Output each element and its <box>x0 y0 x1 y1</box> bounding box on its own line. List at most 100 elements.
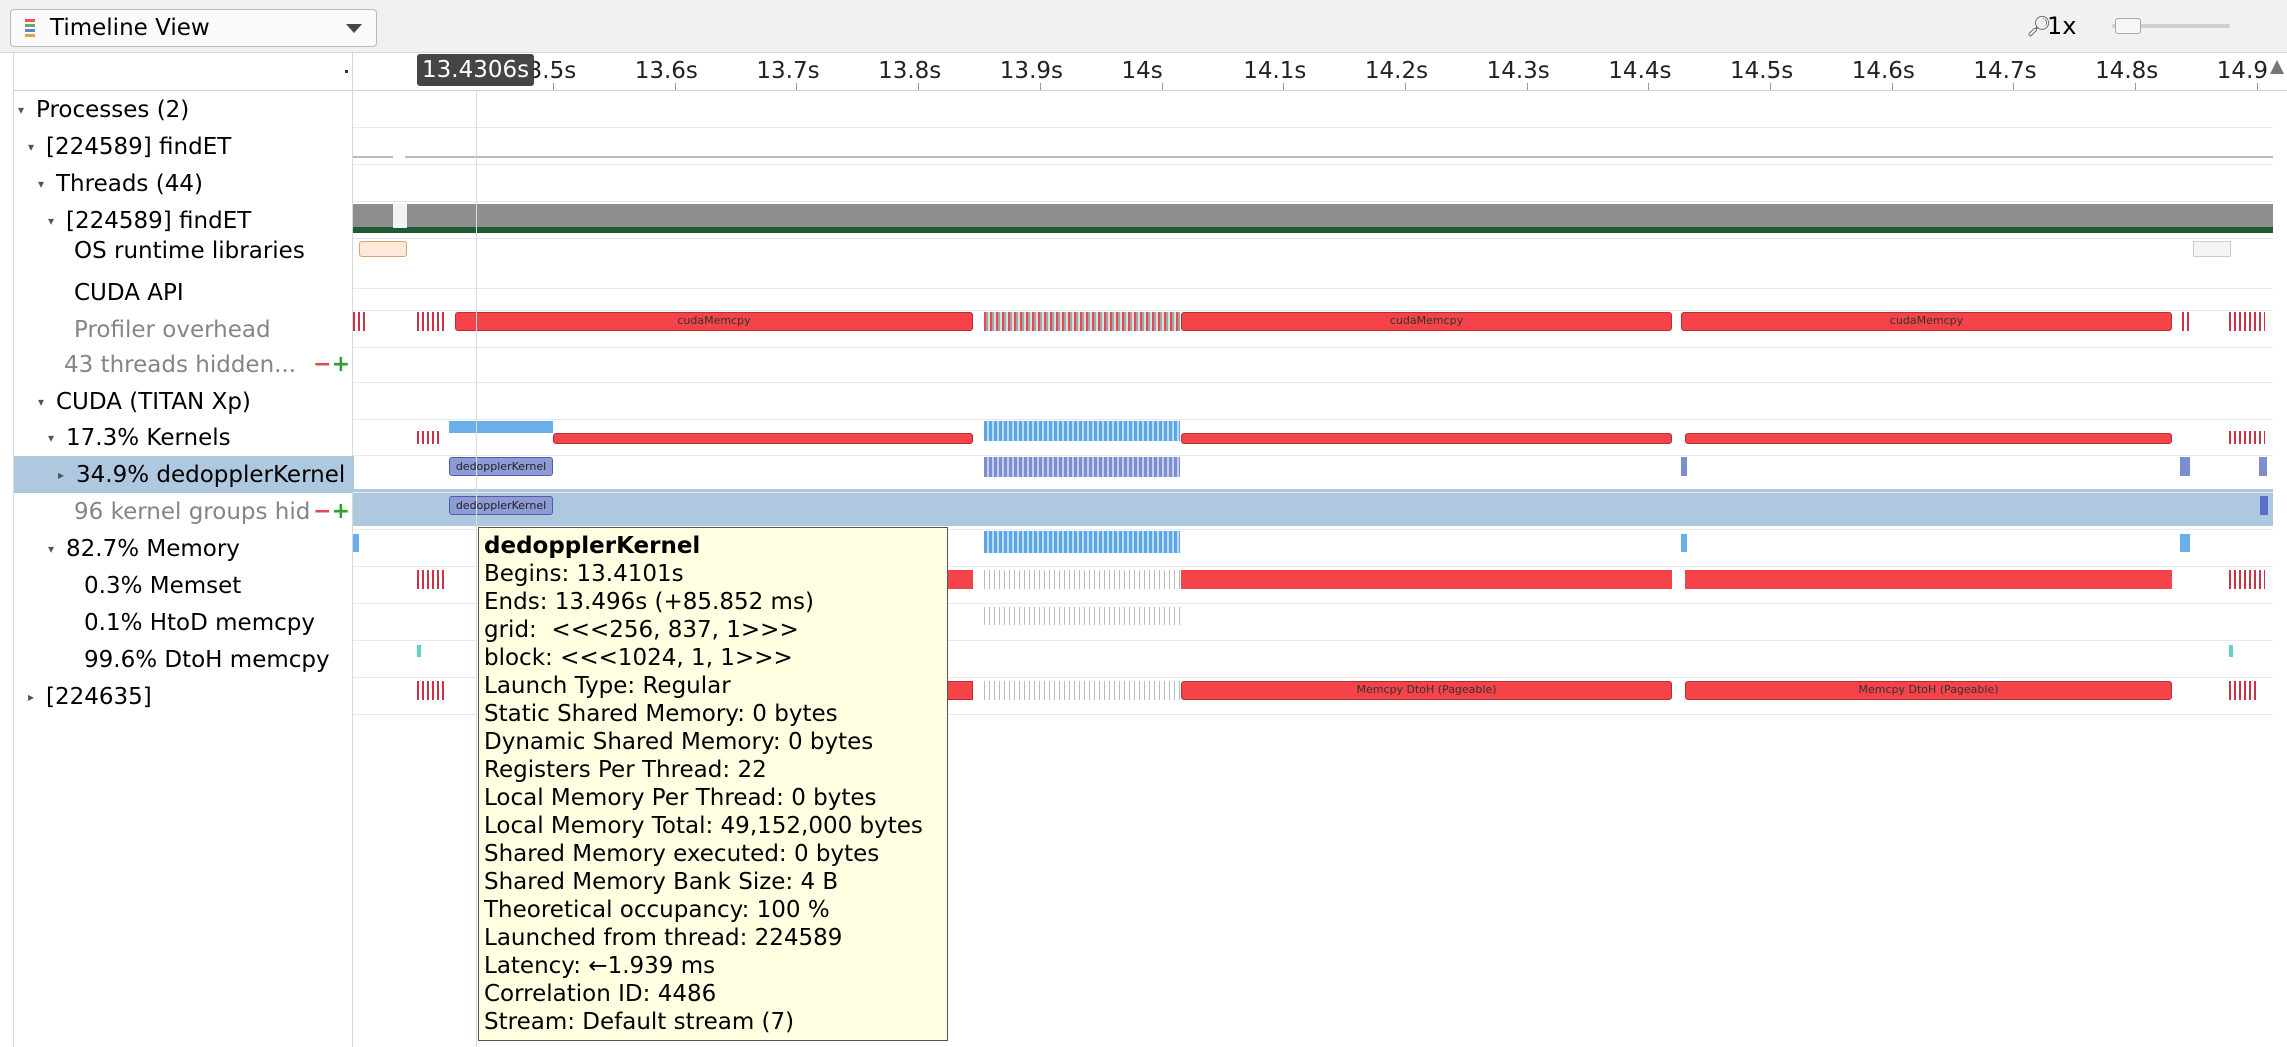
plus-icon[interactable]: + <box>331 352 350 377</box>
tree-row[interactable]: CUDA API <box>14 274 354 311</box>
timeline-canvas[interactable]: cudaMemcpy cudaMemcpy cudaMemcpy dedoppl… <box>353 91 2273 1047</box>
tooltip-line: Theoretical occupancy: 100 % <box>484 897 830 923</box>
tooltip-line: block: <<<1024, 1, 1>>> <box>484 645 793 671</box>
lane-separator <box>353 347 2273 348</box>
lane-separator <box>353 566 2273 567</box>
kernel-marker[interactable] <box>2180 457 2190 476</box>
lane-separator <box>353 238 2273 239</box>
expand-toggle-open-icon[interactable]: ▾ <box>27 139 35 154</box>
tooltip-line: Correlation ID: 4486 <box>484 981 717 1007</box>
cursor-time-label: 13.4306s <box>417 54 535 86</box>
cuda-memcpy-call[interactable]: cudaMemcpy <box>1181 312 1672 331</box>
memory-ops <box>2229 570 2265 589</box>
kernel-marker[interactable] <box>2259 457 2267 476</box>
cuda-memcpy-call[interactable]: cudaMemcpy <box>1681 312 2172 331</box>
dtoh-memcpy-pageable[interactable]: Memcpy DtoH (Pageable) <box>1181 681 1672 700</box>
tree-row[interactable]: ▾ Threads (44) <box>14 165 354 202</box>
dedoppler-kernel[interactable]: dedopplerKernel <box>449 457 553 476</box>
cuda-api-calls[interactable] <box>2229 312 2265 331</box>
minus-icon[interactable]: − <box>313 499 332 524</box>
tooltip-title: dedopplerKernel <box>484 533 701 559</box>
expand-toggle-open-icon[interactable]: ▾ <box>37 394 45 409</box>
htod-memcpy[interactable] <box>417 645 421 657</box>
dtoh-memcpy-pageable[interactable]: Memcpy DtoH (Pageable) <box>1685 681 2172 700</box>
ruler-tick-label: 14.7s <box>1973 58 2037 84</box>
tree-row[interactable]: ▾ [224589] findET <box>14 128 354 165</box>
tree-row[interactable]: 0.1% HtoD memcpy <box>14 604 354 641</box>
ruler-tick-label: 13.7s <box>756 58 820 84</box>
dedoppler-kernel-selected[interactable]: dedopplerKernel <box>449 496 553 515</box>
ruler-tick-mark <box>796 83 798 90</box>
os-runtime-call[interactable] <box>2193 241 2231 257</box>
expand-toggle-open-icon[interactable]: ▾ <box>47 430 55 445</box>
os-runtime-call[interactable] <box>359 241 407 257</box>
show-hide-toggle[interactable]: −+ <box>313 499 350 524</box>
expand-toggle-closed-icon[interactable]: ▸ <box>27 689 35 704</box>
gpu-compute-usage <box>984 421 1180 441</box>
header-dot-icon <box>345 70 348 73</box>
tree-row-label: 0.1% HtoD memcpy <box>84 609 315 636</box>
tree-row-label: 43 threads hidden... <box>64 351 297 378</box>
tree-row-label: 82.7% Memory <box>66 535 240 562</box>
cuda-api-calls[interactable] <box>2182 312 2192 331</box>
tooltip-details: Begins: 13.4101s Ends: 13.496s (+85.852 m… <box>484 560 942 1036</box>
tree-row[interactable]: ▾ CUDA (TITAN Xp) <box>14 383 354 420</box>
expand-toggle-open-icon[interactable]: ▾ <box>47 541 55 556</box>
lane-separator <box>353 127 2273 128</box>
ruler-tick-mark <box>1161 83 1163 90</box>
dtoh-memcpy[interactable] <box>984 681 1180 700</box>
expand-toggle-open-icon[interactable]: ▾ <box>47 213 55 228</box>
kernel-marker[interactable] <box>2260 496 2268 515</box>
tree-row[interactable]: ▾ 17.3% Kernels <box>14 419 354 456</box>
tree-row[interactable]: ▾ Processes (2) <box>14 91 354 128</box>
cuda-memcpy-call[interactable]: cudaMemcpy <box>455 312 973 331</box>
zoom-slider-thumb[interactable] <box>2115 18 2141 34</box>
scroll-up-icon[interactable] <box>2270 60 2284 74</box>
dtoh-memcpy[interactable] <box>2229 681 2257 700</box>
cuda-api-calls[interactable] <box>353 312 365 331</box>
memset-ops <box>984 607 1180 625</box>
minus-icon[interactable]: − <box>313 352 332 377</box>
tree-row[interactable]: 99.6% DtoH memcpy <box>14 641 354 678</box>
view-selector-dropdown[interactable]: Timeline View <box>10 9 377 47</box>
kernel-group[interactable] <box>984 457 1180 477</box>
lane-separator <box>353 164 2273 165</box>
tree-row[interactable]: ▾ 82.7% Memory <box>14 530 354 567</box>
tooltip-line: Local Memory Total: 49,152,000 bytes <box>484 813 923 839</box>
expand-toggle-open-icon[interactable]: ▾ <box>17 102 25 117</box>
tooltip-line: Ends: 13.496s (+85.852 ms) <box>484 589 814 615</box>
timeline-view-icon <box>25 19 37 37</box>
show-hide-toggle[interactable]: −+ <box>313 352 350 377</box>
tree-row[interactable]: 96 kernel groups hid −+ <box>14 493 354 530</box>
ruler-tick-label: 13.6s <box>634 58 698 84</box>
ruler-tick-mark <box>2135 83 2137 90</box>
tree-row[interactable]: ▸ [224635] <box>14 678 354 715</box>
plus-icon[interactable]: + <box>331 499 350 524</box>
cuda-api-calls[interactable] <box>417 312 445 331</box>
htod-memcpy[interactable] <box>2229 645 2233 657</box>
expand-toggle-open-icon[interactable]: ▾ <box>37 176 45 191</box>
kernel-marker[interactable] <box>1681 457 1687 476</box>
tree-row-label: CUDA (TITAN Xp) <box>56 388 251 415</box>
tooltip-line: Shared Memory executed: 0 bytes <box>484 841 880 867</box>
tree-row[interactable]: ▾ [224589] findET <box>14 202 354 239</box>
ruler-tick-mark <box>1283 83 1285 90</box>
gpu-memory-usage <box>553 433 973 444</box>
memory-ops <box>417 570 447 589</box>
lane-separator <box>353 714 2273 715</box>
expand-toggle-closed-icon[interactable]: ▸ <box>57 467 65 482</box>
tree-row[interactable]: Profiler overhead <box>14 311 354 348</box>
lane-separator <box>353 201 2273 202</box>
tree-row[interactable]: 0.3% Memset <box>14 567 354 604</box>
tree-row[interactable]: 43 threads hidden... −+ <box>14 346 354 383</box>
cuda-api-calls[interactable] <box>984 312 1180 331</box>
ruler-tick-label: 14.4s <box>1608 58 1672 84</box>
tree-row[interactable]: ▸ 34.9% dedopplerKernel <box>14 456 354 493</box>
memory-usage <box>1685 570 2172 589</box>
zoom-slider[interactable] <box>2112 18 2230 34</box>
tooltip-line: Latency: ←1.939 ms <box>484 953 716 979</box>
dtoh-memcpy[interactable] <box>417 681 445 700</box>
time-ruler[interactable]: 13.5s 13.6s 13.7s 13.8s 13.9s 14s 14.1s 14.2s 14… <box>353 53 2287 91</box>
tree-row[interactable]: OS runtime libraries <box>14 232 354 269</box>
gpu-usage-misc <box>417 431 441 444</box>
